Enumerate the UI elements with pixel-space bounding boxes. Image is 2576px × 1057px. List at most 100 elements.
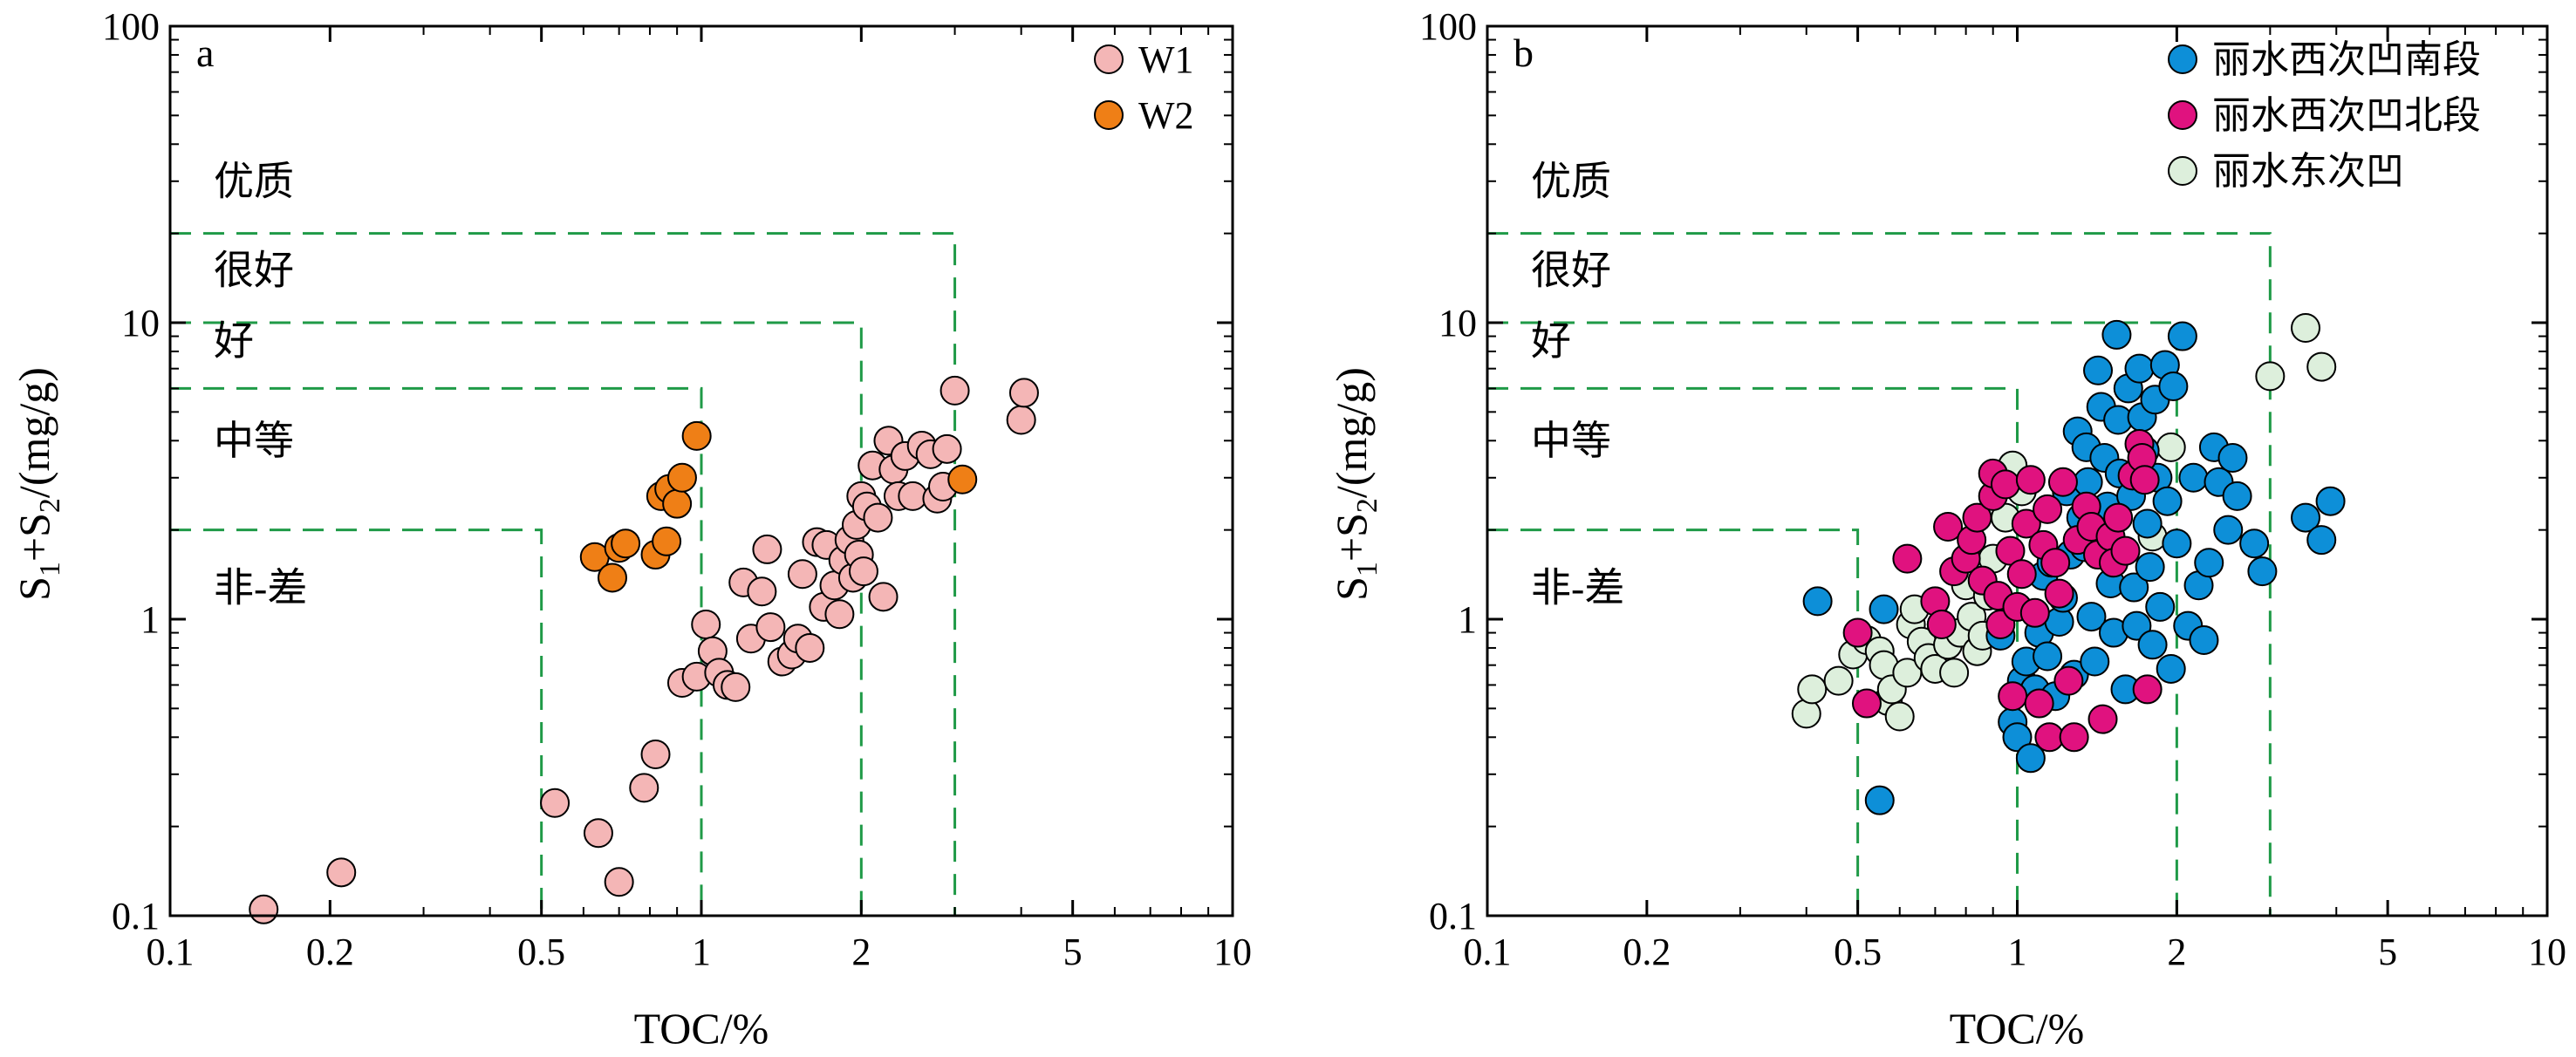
data-point — [2217, 443, 2248, 474]
data-point — [2137, 630, 2168, 660]
data-point — [2034, 722, 2065, 753]
data-point — [747, 576, 777, 607]
threshold-box-4 — [1487, 232, 2272, 916]
data-point — [787, 559, 817, 590]
region-label-5: 非-差 — [214, 565, 307, 610]
legend-marker — [1094, 44, 1124, 74]
data-point — [2083, 355, 2114, 385]
y-tick-label: 10 — [121, 302, 160, 344]
data-point — [691, 610, 721, 640]
legend-label: 丽水西次凹南段 — [2212, 38, 2481, 81]
data-point — [1990, 469, 2020, 500]
axes-a: 0.1 0.2 0.5 1 2 5 10 0.1 1 10 100 — [102, 5, 1252, 973]
data-point — [2291, 502, 2321, 533]
legend-marker — [2168, 156, 2197, 186]
legend-label: W1 — [1138, 38, 1194, 81]
data-point — [2194, 548, 2224, 578]
data-point — [2110, 535, 2141, 566]
data-point — [2103, 502, 2134, 533]
data-point — [2158, 371, 2189, 401]
data-point — [2011, 508, 2041, 539]
legend-marker — [2168, 44, 2197, 74]
data-point — [2152, 486, 2183, 516]
data-point — [2087, 704, 2118, 734]
data-point — [932, 433, 962, 464]
x-tick-label: 0.1 — [1464, 931, 1512, 973]
x-tick-label: 0.2 — [306, 931, 354, 973]
y-axis-title-a: S1+S2/(mg/g) — [10, 367, 66, 601]
data-point — [2059, 722, 2089, 753]
data-point — [721, 672, 751, 702]
data-point — [2239, 528, 2270, 559]
data-point — [2015, 743, 2046, 774]
threshold-box-1 — [170, 528, 543, 916]
threshold-box-1 — [1487, 528, 1860, 916]
data-point — [2255, 361, 2286, 392]
data-point — [868, 582, 899, 612]
data-point — [2033, 641, 2063, 672]
data-point — [2053, 665, 2084, 696]
panel-label-b: b — [1513, 31, 1534, 75]
data-point — [1884, 701, 1915, 732]
threshold-box-2 — [170, 386, 703, 916]
region-label-4: 中等 — [1531, 419, 1611, 463]
data-point — [2124, 353, 2155, 384]
data-point — [1851, 688, 1882, 719]
data-point — [1842, 617, 1873, 648]
data-point — [1869, 594, 1899, 624]
x-tick-label: 2 — [851, 931, 871, 973]
data-point — [1939, 658, 1970, 688]
data-point — [597, 563, 627, 593]
region-label-1: 优质 — [214, 159, 294, 203]
data-point — [2156, 653, 2186, 684]
data-point — [2015, 465, 2046, 495]
x-axis-title-a: TOC/% — [634, 1004, 769, 1053]
region-label-2: 很好 — [214, 249, 294, 293]
data-point — [2019, 597, 2050, 628]
x-tick-label: 5 — [1063, 931, 1083, 973]
data-point — [2132, 674, 2163, 705]
data-point — [2178, 462, 2209, 493]
y-axis-title-b: S1+S2/(mg/g) — [1327, 367, 1384, 601]
data-point — [611, 528, 641, 559]
region-label-3: 好 — [214, 319, 254, 364]
data-point — [2006, 559, 2037, 590]
data-point — [2135, 552, 2165, 583]
legend-marker — [1094, 100, 1124, 130]
data-point — [2291, 313, 2321, 344]
data-point — [755, 612, 786, 643]
data-point — [1797, 674, 1828, 705]
data-point — [2044, 578, 2074, 609]
data-point — [640, 740, 671, 770]
region-label-5: 非-差 — [1531, 565, 1624, 610]
data-point — [898, 481, 928, 511]
threshold-box-4 — [170, 232, 957, 916]
panel-label-a: a — [196, 31, 214, 75]
region-label-1: 优质 — [1531, 159, 1611, 203]
data-point — [662, 488, 693, 519]
data-points-a — [249, 375, 1039, 924]
data-point — [249, 894, 279, 924]
data-point — [540, 788, 571, 818]
data-point — [604, 867, 634, 897]
data-point — [1008, 378, 1039, 408]
legend-label: 丽水西次凹北段 — [2212, 94, 2481, 137]
x-tick-label: 0.1 — [147, 931, 195, 973]
y-tick-label: 10 — [1438, 302, 1477, 344]
data-point — [2024, 688, 2054, 719]
data-point — [2122, 610, 2152, 641]
data-point — [947, 464, 978, 494]
region-label-2: 很好 — [1531, 249, 1611, 293]
x-axis-title-b: TOC/% — [1950, 1004, 2085, 1053]
data-point — [2156, 432, 2186, 462]
x-tick-label: 0.5 — [1834, 931, 1882, 973]
data-point — [681, 420, 712, 451]
data-point — [752, 534, 782, 564]
y-tick-label: 0.1 — [1429, 895, 1477, 938]
data-point — [2002, 722, 2033, 753]
data-point — [1791, 699, 1821, 729]
